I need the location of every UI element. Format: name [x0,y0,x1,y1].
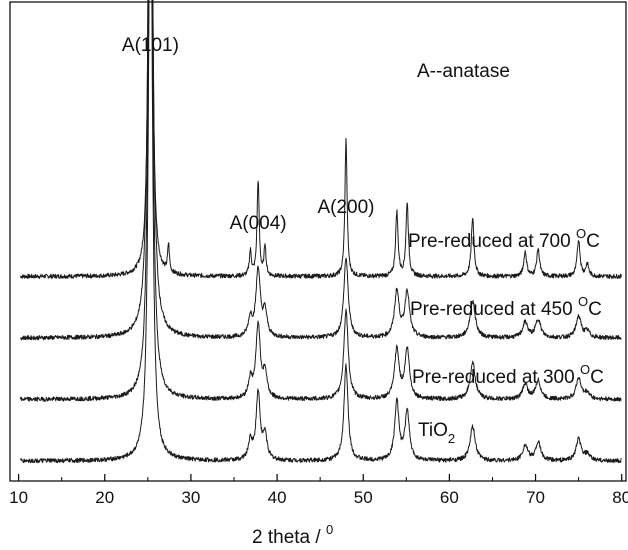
x-tick-label: 50 [354,488,373,507]
peak-label: A(200) [317,197,374,218]
series-label-text: Pre-reduced at 300 [412,367,580,388]
series-label-unit: C [588,299,602,320]
series-traces [19,0,622,464]
series-label-unit: C [586,231,600,252]
peak-labels: A(101) A(004) A(200) [122,35,375,234]
x-axis-title: 2 theta / 0 [252,522,333,548]
series-label: Pre-reduced at 700 OC [408,226,600,252]
series-trace [19,0,622,402]
x-tick-label: 40 [268,488,287,507]
peak-label: A(004) [230,213,287,234]
peak-label: A(101) [122,35,179,56]
series-label-subscript: 2 [448,431,455,446]
x-tick-label: 30 [181,488,200,507]
x-axis-title-text: 2 theta / [252,527,326,548]
series-trace [20,0,622,341]
x-tick-label: 60 [440,488,459,507]
x-tick-label: 80 [612,488,628,507]
series-trace [20,0,622,279]
legend-text: A--anatase [417,61,510,82]
series-label-unit: C [590,367,604,388]
plot-frame [9,1,627,482]
series-label-superscript: O [580,362,590,377]
series-label-text: Pre-reduced at 450 [410,299,578,320]
x-tick-label: 10 [9,488,28,507]
series-label-superscript: O [578,294,588,309]
x-axis-title-superscript: 0 [326,522,333,537]
x-tick-label: 20 [95,488,114,507]
series-label-text: TiO [418,420,448,441]
x-axis-ticks: 10 20 30 40 50 60 70 80 [9,474,628,507]
x-tick-label: 70 [526,488,545,507]
series-label-superscript: O [576,226,586,241]
series-label: Pre-reduced at 450 OC [410,294,602,320]
series-trace [19,0,622,464]
series-label: TiO2 [418,420,455,446]
series-label-text: Pre-reduced at 700 [408,231,576,252]
series-label: Pre-reduced at 300 OC [412,362,604,388]
